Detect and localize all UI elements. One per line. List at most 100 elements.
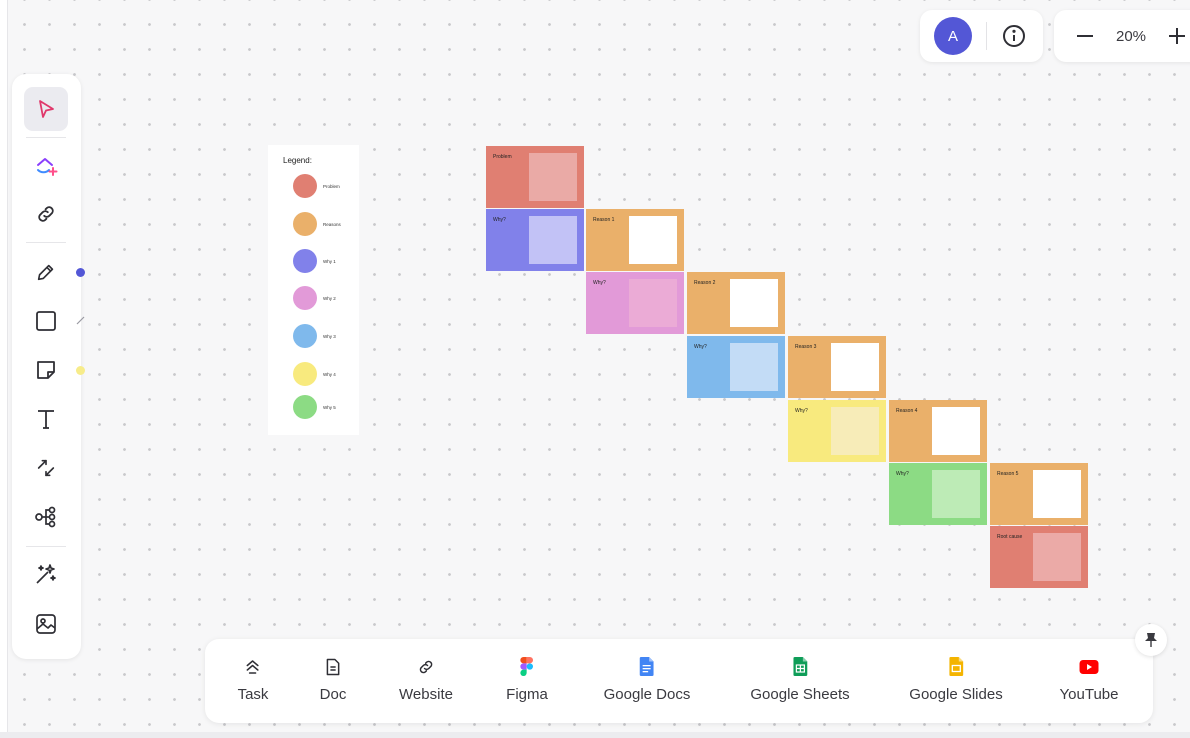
sparkles-icon xyxy=(36,564,56,584)
text-icon xyxy=(38,410,54,429)
pen-color-indicator xyxy=(76,268,85,277)
shape-expand-icon xyxy=(76,316,85,325)
card-note[interactable] xyxy=(529,153,577,201)
zoom-in-icon[interactable] xyxy=(1168,26,1186,46)
task-icon xyxy=(244,657,262,676)
card-note[interactable] xyxy=(932,470,980,518)
embed-google-docs[interactable]: Google Docs xyxy=(604,657,690,703)
card-label: Reason 5 xyxy=(997,471,1019,477)
card-label: Why? xyxy=(593,280,606,286)
embed-task[interactable]: Task xyxy=(238,657,268,703)
card-note[interactable] xyxy=(629,279,677,327)
legend-swatch xyxy=(293,362,317,386)
shape-tool[interactable] xyxy=(24,299,68,343)
embed-bar: Task Doc Website Figma Google Docs xyxy=(205,639,1153,723)
embed-doc[interactable]: Doc xyxy=(320,657,346,703)
diagram-card[interactable]: Reason 2 xyxy=(687,272,785,334)
toolbar-divider xyxy=(26,137,66,138)
card-label: Why? xyxy=(493,217,506,223)
card-note[interactable] xyxy=(730,279,778,327)
google-docs-icon xyxy=(640,657,654,676)
diagram-card[interactable]: Why? xyxy=(788,400,886,462)
figma-icon xyxy=(520,657,534,676)
legend-label: Why 1 xyxy=(323,258,336,264)
sticky-note-tool[interactable] xyxy=(24,348,68,392)
info-icon[interactable] xyxy=(1001,23,1027,49)
pin-icon xyxy=(1145,633,1157,647)
legend-label: Reasons xyxy=(323,221,341,227)
cursor-icon xyxy=(39,100,54,118)
legend-item: Why 4 xyxy=(293,362,336,386)
card-note[interactable] xyxy=(629,216,677,264)
pen-tool[interactable] xyxy=(24,250,68,294)
legend-item: Problem xyxy=(293,174,340,198)
toolbar-divider xyxy=(26,242,66,243)
toolbar-divider xyxy=(26,546,66,547)
card-label: Reason 4 xyxy=(896,408,918,414)
card-note[interactable] xyxy=(932,407,980,455)
card-note[interactable] xyxy=(831,343,879,391)
google-slides-icon xyxy=(949,657,963,676)
diagram-card[interactable]: Root cause xyxy=(990,526,1088,588)
diagram-card[interactable]: Reason 3 xyxy=(788,336,886,398)
window-left-edge xyxy=(0,0,8,738)
legend-swatch xyxy=(293,174,317,198)
legend-item: Why 5 xyxy=(293,395,336,419)
image-tool[interactable] xyxy=(24,602,68,646)
divider xyxy=(986,22,987,50)
clickup-plus-icon xyxy=(37,158,58,176)
diagram-card[interactable]: Reason 4 xyxy=(889,400,987,462)
image-icon xyxy=(36,614,56,634)
user-avatar[interactable]: A xyxy=(934,17,972,55)
card-note[interactable] xyxy=(831,407,879,455)
diagram-card[interactable]: Why? xyxy=(486,209,584,271)
connector-tool[interactable] xyxy=(24,446,68,490)
youtube-icon xyxy=(1079,657,1099,676)
legend-item: Why 2 xyxy=(293,286,336,310)
zoom-out-icon[interactable] xyxy=(1076,26,1094,46)
card-note[interactable] xyxy=(1033,470,1081,518)
pin-button[interactable] xyxy=(1135,624,1167,656)
legend-label: Why 4 xyxy=(323,371,336,377)
card-label: Root cause xyxy=(997,534,1023,540)
card-note[interactable] xyxy=(1033,533,1081,581)
legend-swatch xyxy=(293,249,317,273)
ai-magic-tool[interactable] xyxy=(24,552,68,596)
card-label: Reason 1 xyxy=(593,217,615,223)
embed-website[interactable]: Website xyxy=(399,657,453,703)
link-tool[interactable] xyxy=(24,192,68,236)
diagram-card[interactable]: Reason 1 xyxy=(586,209,684,271)
legend-swatch xyxy=(293,395,317,419)
legend-label: Why 2 xyxy=(323,295,336,301)
legend-label: Problem xyxy=(323,183,340,189)
mind-map-icon xyxy=(35,506,56,528)
diagram-card[interactable]: Problem xyxy=(486,146,584,208)
link-icon xyxy=(417,657,435,676)
legend-swatch xyxy=(293,324,317,348)
card-label: Why? xyxy=(694,344,707,350)
embed-google-slides[interactable]: Google Slides xyxy=(909,657,1003,703)
select-tool[interactable] xyxy=(24,87,68,131)
mind-map-tool[interactable] xyxy=(24,495,68,539)
card-note[interactable] xyxy=(529,216,577,264)
diagram-card[interactable]: Why? xyxy=(889,463,987,525)
card-note[interactable] xyxy=(730,343,778,391)
embed-youtube[interactable]: YouTube xyxy=(1060,657,1118,703)
diagram-card[interactable]: Why? xyxy=(586,272,684,334)
embed-google-sheets[interactable]: Google Sheets xyxy=(750,657,850,703)
embed-figma[interactable]: Figma xyxy=(506,657,548,703)
diagram-card[interactable]: Why? xyxy=(687,336,785,398)
google-sheets-icon xyxy=(793,657,807,676)
diagram-card[interactable]: Reason 5 xyxy=(990,463,1088,525)
text-tool[interactable] xyxy=(24,397,68,441)
link-icon xyxy=(38,206,54,222)
doc-icon xyxy=(325,657,341,676)
user-controls: A xyxy=(920,10,1043,62)
legend-panel[interactable]: Legend: Problem Reasons Why 1 Why 2 Why 3 Why… xyxy=(268,145,359,435)
left-toolbar xyxy=(12,74,81,659)
square-icon xyxy=(36,311,56,331)
zoom-level: 20% xyxy=(1116,27,1147,45)
legend-swatch xyxy=(293,286,317,310)
connector-icon xyxy=(37,459,55,477)
clickup-ai-tool[interactable] xyxy=(24,144,68,188)
